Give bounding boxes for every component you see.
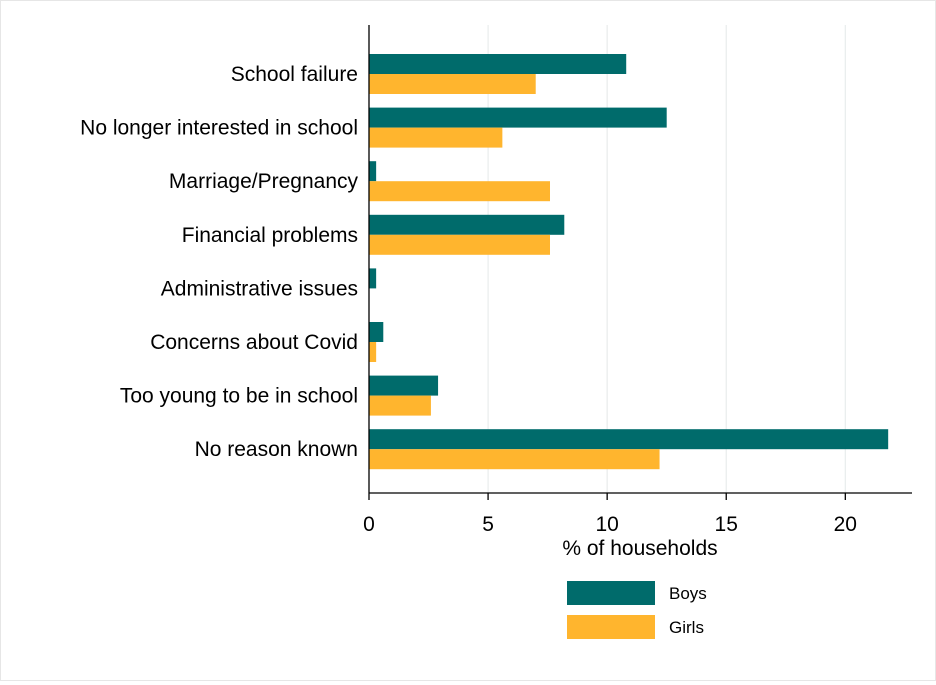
legend-swatch-boys bbox=[567, 581, 655, 605]
bar-boys-3 bbox=[369, 214, 565, 235]
category-label-7: No reason known bbox=[195, 438, 358, 461]
legend-swatch-girls bbox=[567, 615, 655, 639]
bar-boys-6 bbox=[369, 375, 439, 396]
category-labels: School failure No longer interested in sc… bbox=[80, 63, 358, 461]
bars bbox=[369, 54, 889, 470]
x-axis-title: % of households bbox=[562, 537, 717, 560]
x-tick-label-3: 15 bbox=[715, 513, 738, 536]
legend-label-boys: Boys bbox=[669, 584, 707, 603]
bar-boys-2 bbox=[369, 161, 377, 182]
bar-girls-0 bbox=[369, 74, 536, 94]
bar-girls-7 bbox=[369, 449, 660, 470]
category-label-0: School failure bbox=[231, 63, 358, 86]
bar-boys-0 bbox=[369, 54, 627, 74]
x-tick-label-4: 20 bbox=[834, 513, 857, 536]
category-label-1: No longer interested in school bbox=[80, 117, 358, 140]
x-tick-label-2: 10 bbox=[595, 513, 618, 536]
bar-boys-1 bbox=[369, 107, 667, 128]
bar-girls-3 bbox=[369, 234, 550, 255]
category-label-2: Marriage/Pregnancy bbox=[169, 170, 359, 193]
category-label-5: Concerns about Covid bbox=[150, 331, 358, 354]
bar-boys-7 bbox=[369, 429, 889, 450]
category-label-3: Financial problems bbox=[182, 224, 358, 247]
legend-label-girls: Girls bbox=[669, 618, 704, 637]
legend: Boys Girls bbox=[567, 581, 707, 639]
bar-girls-1 bbox=[369, 127, 503, 148]
bar-girls-5 bbox=[369, 342, 377, 362]
x-tick-labels: 0 5 10 15 20 bbox=[363, 493, 857, 536]
bar-girls-2 bbox=[369, 181, 550, 202]
bar-boys-4 bbox=[369, 268, 377, 289]
gridlines bbox=[487, 25, 846, 493]
bar-girls-6 bbox=[369, 395, 431, 416]
x-tick-label-1: 5 bbox=[482, 513, 494, 536]
x-tick-label-0: 0 bbox=[363, 513, 375, 536]
category-label-6: Too young to be in school bbox=[120, 385, 358, 408]
bar-boys-5 bbox=[369, 322, 384, 342]
category-label-4: Administrative issues bbox=[161, 277, 358, 300]
